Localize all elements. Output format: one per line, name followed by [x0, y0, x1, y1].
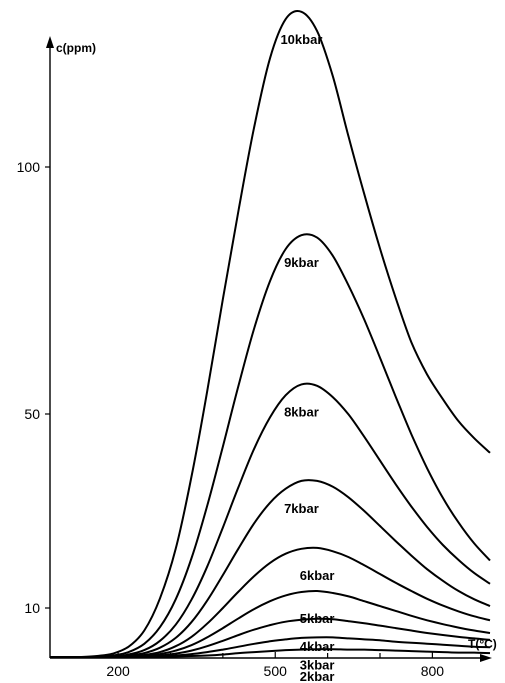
y-axis-arrow [46, 36, 54, 48]
curve-7kbar [50, 479, 491, 659]
x-tick-label: 800 [421, 663, 445, 679]
curve-10kbar [50, 10, 491, 659]
curves [50, 10, 491, 659]
y-axis-label: c(ppm) [56, 41, 96, 55]
axes: c(ppm) T(°C) [46, 36, 497, 662]
series-label-4kbar: 4kbar [300, 639, 335, 654]
curve-8kbar [50, 382, 491, 659]
x-axis-arrow [480, 654, 492, 662]
series-label-6kbar: 6kbar [300, 568, 335, 583]
curve-9kbar [50, 233, 491, 659]
series-label-5kbar: 5kbar [300, 611, 335, 626]
series-label-2kbar: 2kbar [300, 669, 335, 683]
curve-2kbar [50, 648, 491, 659]
ticks: 10 50 100 200 500 800 [17, 159, 445, 679]
y-tick-label: 10 [24, 600, 40, 616]
series-label-3kbar: 3kbar [300, 657, 335, 672]
curve-5kbar [50, 589, 491, 659]
x-tick-label: 500 [264, 663, 288, 679]
y-tick-label: 100 [17, 159, 41, 175]
y-tick-label: 50 [24, 406, 40, 422]
series-labels: 10kbar 9kbar 8kbar 7kbar 6kbar 5kbar 4kbar 3kba… [280, 32, 334, 683]
x-tick-label: 200 [106, 663, 130, 679]
series-label-8kbar: 8kbar [284, 404, 319, 419]
series-label-7kbar: 7kbar [284, 501, 319, 516]
series-label-9kbar: 9kbar [284, 255, 319, 270]
series-label-10kbar: 10kbar [280, 32, 322, 47]
